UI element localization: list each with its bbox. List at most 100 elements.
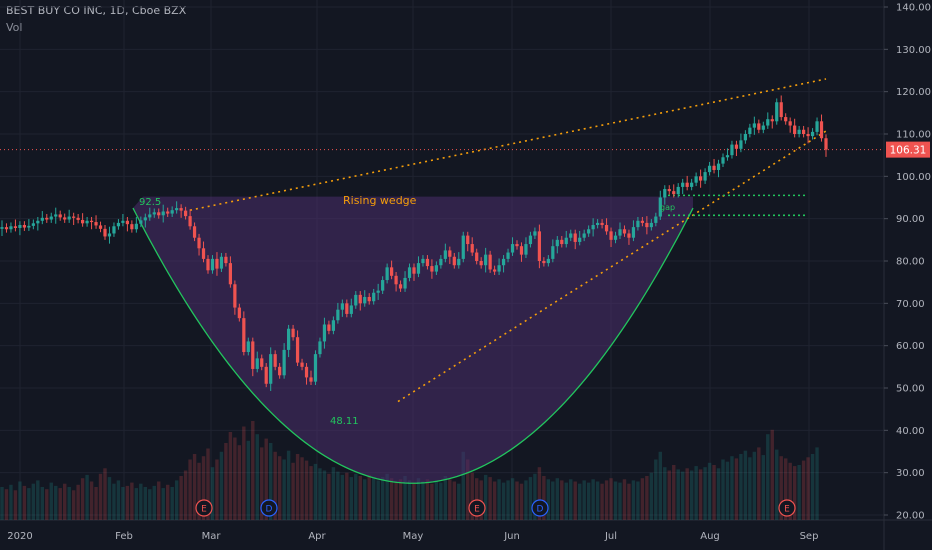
volume-bar <box>797 465 801 520</box>
candle-body <box>269 354 273 384</box>
candle-body <box>564 237 568 245</box>
candle <box>555 236 559 254</box>
volume-bar <box>27 488 31 520</box>
volume-bar <box>112 483 116 520</box>
candle-body <box>18 225 22 228</box>
volume-bar <box>161 488 165 520</box>
candle-body <box>237 307 241 319</box>
candle <box>560 236 564 248</box>
volume-bar <box>582 480 586 520</box>
volume-bar <box>389 478 394 520</box>
candle <box>600 219 604 229</box>
volume-bar <box>448 479 452 520</box>
candle <box>295 330 300 366</box>
volume-bar <box>622 479 627 520</box>
volume-bar <box>631 480 636 520</box>
candle <box>246 337 250 356</box>
volume-bar <box>739 454 743 520</box>
candle <box>206 255 210 274</box>
candle <box>381 276 385 295</box>
candle <box>13 219 18 232</box>
volume-bar <box>165 484 170 520</box>
price-tick-label: 50.00 <box>896 384 925 395</box>
candle <box>300 358 304 371</box>
candle-body <box>54 214 58 217</box>
candle-body <box>645 222 649 228</box>
candle <box>801 125 806 138</box>
candle <box>103 225 107 240</box>
event-label: D <box>266 505 273 515</box>
volume-bar <box>479 480 483 520</box>
candle-body <box>775 102 779 122</box>
volume-bar <box>54 485 58 520</box>
candle <box>506 248 510 263</box>
event-label: E <box>784 505 790 515</box>
candle <box>470 237 474 256</box>
candle-body <box>819 121 824 139</box>
candle <box>336 302 340 324</box>
candle <box>743 130 748 144</box>
candle-body <box>143 217 147 221</box>
candle <box>125 216 130 232</box>
candle-body <box>376 290 380 293</box>
volume-bar <box>354 473 358 520</box>
candle <box>730 140 734 159</box>
volume-bar <box>613 481 618 520</box>
volume-bar <box>286 450 291 520</box>
candle <box>282 343 286 379</box>
candle <box>770 115 774 129</box>
volume-bar <box>654 459 658 520</box>
volume-bar <box>416 478 421 520</box>
candle-body <box>398 284 403 289</box>
volume-bar <box>734 458 739 520</box>
candle-body <box>210 258 215 271</box>
candle <box>372 288 376 305</box>
candle <box>519 242 524 262</box>
candle <box>224 252 228 267</box>
candle <box>389 260 394 280</box>
candle-body <box>291 328 295 338</box>
volume-bar <box>36 480 40 520</box>
candle-body <box>170 210 174 214</box>
candle <box>385 263 389 284</box>
cup-fill <box>133 196 693 484</box>
candle <box>394 272 398 292</box>
candle-body <box>309 377 313 382</box>
candle <box>80 213 85 227</box>
price-tick-label: 130.00 <box>896 45 931 56</box>
candle-body <box>300 362 304 367</box>
candle <box>0 220 4 237</box>
candle-body <box>192 226 197 238</box>
volume-bar <box>752 451 757 520</box>
volume-bar <box>766 434 770 520</box>
event-label: E <box>474 505 480 515</box>
low-price-label: 48.11 <box>330 416 359 427</box>
cup-line <box>132 207 694 484</box>
candle <box>152 208 156 218</box>
time-tick-label: Jun <box>503 531 520 542</box>
candle <box>564 230 568 248</box>
candle <box>313 350 318 386</box>
candle-body <box>31 223 35 226</box>
candle-body <box>94 222 98 226</box>
volume-bar <box>515 481 519 520</box>
candle-body <box>183 210 188 217</box>
volume-bar <box>457 483 461 520</box>
candle <box>788 117 792 133</box>
candle <box>416 256 421 278</box>
candle-body <box>246 341 250 353</box>
time-tick-label: Jul <box>604 531 617 542</box>
candle <box>49 212 53 223</box>
candle <box>134 216 138 233</box>
candle-body <box>13 226 18 228</box>
volume-bar <box>586 482 591 520</box>
candle <box>757 119 761 134</box>
volume-bar <box>815 447 819 520</box>
candle-body <box>45 217 49 220</box>
candle <box>452 252 456 269</box>
candle <box>725 148 730 161</box>
volume-bar <box>4 489 9 520</box>
candle <box>434 261 439 275</box>
volume-bar <box>430 483 434 520</box>
